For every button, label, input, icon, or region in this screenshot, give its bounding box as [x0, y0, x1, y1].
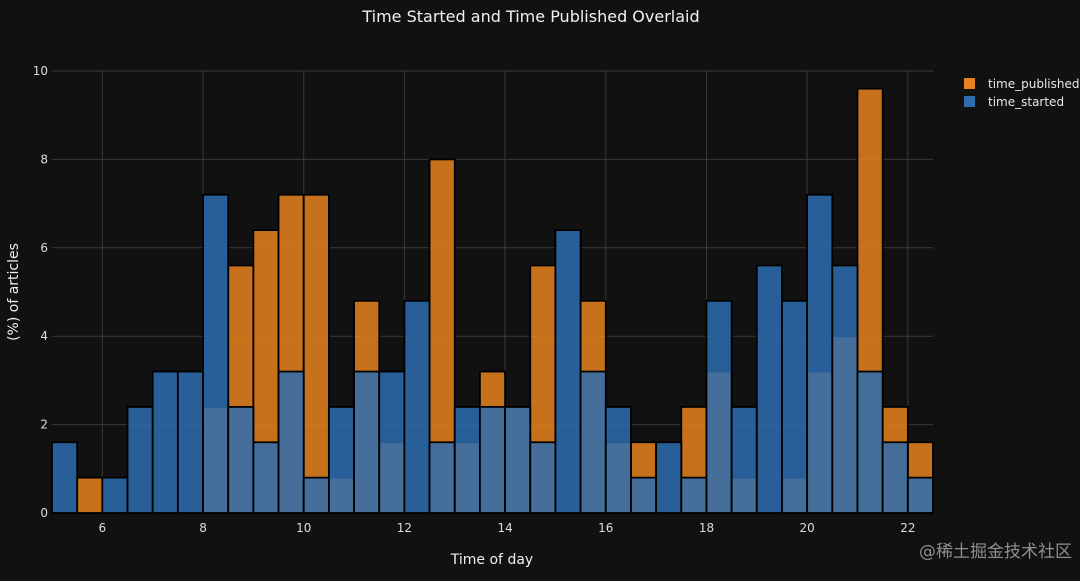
bar-time-started[interactable]	[604, 406, 632, 514]
bar-time-started[interactable]	[101, 476, 129, 514]
x-tick-label: 22	[900, 521, 915, 535]
bar-time-started[interactable]	[529, 441, 557, 514]
bar-time-started[interactable]	[906, 476, 934, 514]
bar-time-started[interactable]	[806, 193, 834, 514]
x-tick-label: 6	[99, 521, 107, 535]
bar-time-started[interactable]	[353, 370, 381, 514]
bar-time-started[interactable]	[630, 476, 658, 514]
bar-time-published[interactable]	[76, 476, 104, 514]
bar-time-started[interactable]	[227, 406, 255, 514]
bar-time-started[interactable]	[428, 441, 456, 514]
y-tick-label: 4	[40, 329, 48, 343]
bar-time-started[interactable]	[755, 264, 783, 514]
legend-swatch-time-published	[964, 78, 975, 89]
bar-time-started[interactable]	[202, 193, 230, 514]
y-tick-label: 2	[40, 418, 48, 432]
y-axis-title: (%) of articles	[6, 243, 22, 341]
bar-time-started[interactable]	[856, 370, 884, 514]
x-tick-label: 12	[397, 521, 412, 535]
bar-time-started[interactable]	[277, 370, 305, 514]
x-tick-label: 20	[800, 521, 815, 535]
watermark: @稀土掘金技术社区	[919, 542, 1072, 562]
bar-time-started[interactable]	[831, 264, 859, 514]
bar-time-started[interactable]	[705, 299, 733, 514]
legend[interactable]: time_published time_started	[964, 77, 1079, 109]
legend-item-time-started[interactable]: time_started	[964, 95, 1064, 109]
legend-swatch-time-started	[964, 96, 975, 107]
bar-time-started[interactable]	[504, 406, 532, 514]
tick-labels: 6 8 10 12 14 16 18 20 22 0 2 4 6 8 10	[33, 64, 916, 535]
bar-time-started[interactable]	[881, 441, 909, 514]
bar-time-started[interactable]	[252, 441, 280, 514]
legend-label-time-started: time_started	[988, 95, 1064, 109]
x-tick-label: 14	[497, 521, 512, 535]
bar-time-started[interactable]	[327, 406, 355, 514]
bar-time-started[interactable]	[151, 370, 179, 514]
legend-item-time-published[interactable]: time_published	[964, 77, 1079, 91]
bar-time-started[interactable]	[554, 229, 582, 514]
bar-time-started[interactable]	[579, 370, 607, 514]
x-tick-label: 10	[296, 521, 311, 535]
chart-title: Time Started and Time Published Overlaid	[361, 7, 699, 26]
bar-time-started[interactable]	[479, 406, 506, 514]
x-axis-title: Time of day	[450, 552, 533, 568]
bar-time-started[interactable]	[680, 476, 708, 514]
bar-time-started[interactable]	[403, 299, 431, 514]
bar-time-started[interactable]	[453, 406, 481, 514]
bar-time-started[interactable]	[781, 299, 809, 514]
bar-time-started[interactable]	[378, 370, 406, 514]
x-tick-label: 8	[199, 521, 207, 535]
y-tick-label: 6	[40, 241, 48, 255]
bar-time-published[interactable]	[302, 193, 330, 514]
x-tick-label: 18	[699, 521, 714, 535]
y-tick-label: 0	[40, 506, 48, 520]
bar-time-started[interactable]	[176, 370, 204, 514]
bars	[51, 87, 934, 514]
bar-time-started[interactable]	[302, 476, 330, 514]
y-tick-label: 8	[40, 152, 48, 166]
bar-time-started[interactable]	[730, 406, 758, 514]
bar-time-started[interactable]	[655, 441, 683, 514]
bar-time-started[interactable]	[126, 406, 154, 514]
y-tick-label: 10	[33, 64, 48, 78]
legend-label-time-published: time_published	[988, 77, 1079, 91]
x-tick-label: 16	[598, 521, 613, 535]
bar-time-started[interactable]	[51, 441, 79, 514]
